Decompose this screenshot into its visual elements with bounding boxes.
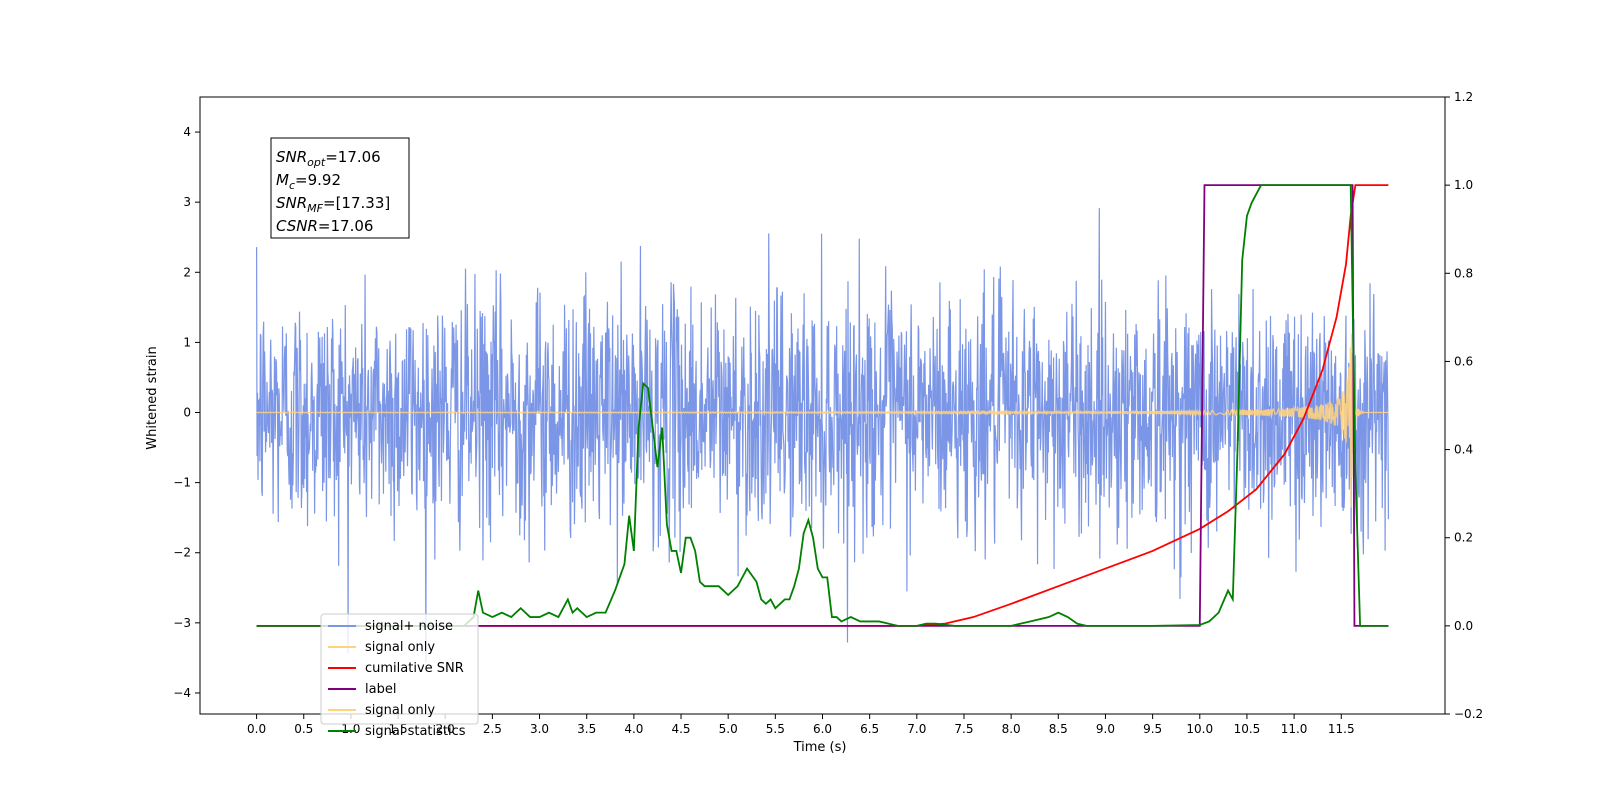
legend-label: signal+ noise <box>365 619 453 634</box>
x-tick-label: 11.0 <box>1281 722 1308 736</box>
legend-label: signal only <box>365 703 435 718</box>
x-tick-label: 3.5 <box>577 722 596 736</box>
y-tick-label: 3 <box>183 195 191 209</box>
x-tick-label: 1.5 <box>389 722 408 736</box>
x-tick-label: 7.5 <box>954 722 973 736</box>
x-tick-label: 9.5 <box>1143 722 1162 736</box>
x-tick-label: 5.5 <box>766 722 785 736</box>
x-tick-label: 0.5 <box>294 722 313 736</box>
x-axis-label: Time (s) <box>793 740 847 755</box>
axes: 0.0 0.5 1.0 1.5 2.0 2.5 3.0 3.5 4.0 4.5 5.0 5.5 6.0 6… <box>173 90 1483 736</box>
y2-tick-label: −0.2 <box>1454 707 1483 721</box>
y2-tick-label: 0.8 <box>1454 266 1473 280</box>
legend-label: cumilative SNR <box>365 661 464 676</box>
y-axis-label: Whitened strain <box>145 346 160 449</box>
series-signal-noise-line <box>255 208 1390 663</box>
y-tick-label: −4 <box>173 686 191 700</box>
legend: signal+ noise signal only cumilative SNR la… <box>320 613 479 739</box>
x-tick-label: 6.0 <box>813 722 832 736</box>
x-tick-label: 10.0 <box>1186 722 1213 736</box>
legend-label: signal only <box>365 640 435 655</box>
x-tick-label: 2.0 <box>436 722 455 736</box>
plot-area <box>255 184 1390 663</box>
x-tick-label: 7.0 <box>907 722 926 736</box>
x-tick-label: 10.5 <box>1234 722 1261 736</box>
annotation-line: SNRMF=[17.33] <box>276 194 390 215</box>
y-tick-label: 2 <box>183 265 191 279</box>
y-tick-label: 4 <box>183 125 191 139</box>
x-tick-label: 3.0 <box>530 722 549 736</box>
x-tick-label: 4.0 <box>624 722 643 736</box>
annotation-frame <box>270 137 410 239</box>
y2-tick-label: 1.0 <box>1454 178 1473 192</box>
legend-label: signal statistics <box>365 724 466 739</box>
y-tick-label: −3 <box>173 616 191 630</box>
x-tick-label: 0.0 <box>247 722 266 736</box>
legend-label: label <box>365 682 396 697</box>
x-tick-label: 5.0 <box>719 722 738 736</box>
y-tick-label: 0 <box>183 406 191 420</box>
y-tick-label: −2 <box>173 546 191 560</box>
y2-tick-label: 0.4 <box>1454 443 1473 457</box>
y-tick-label: 1 <box>183 335 191 349</box>
x-tick-label: 1.0 <box>341 722 360 736</box>
annotation-line: Mc=9.92 <box>276 171 341 192</box>
legend-frame <box>320 613 479 725</box>
series-cumulative-snr-line <box>256 184 1389 627</box>
x-tick-label: 2.5 <box>483 722 502 736</box>
y2-tick-label: 0.0 <box>1454 619 1473 633</box>
x-tick-label: 11.5 <box>1328 722 1355 736</box>
annotation-line: CSNR=17.06 <box>276 217 373 235</box>
x-tick-label: 9.0 <box>1096 722 1115 736</box>
y2-tick-label: 1.2 <box>1454 90 1473 104</box>
x-tick-label: 6.5 <box>860 722 879 736</box>
x-tick-label: 4.5 <box>671 722 690 736</box>
series-signal-only-line <box>256 333 1389 508</box>
x-tick-label: 8.5 <box>1049 722 1068 736</box>
y2-tick-label: 0.6 <box>1454 354 1473 368</box>
y-tick-label: −1 <box>173 476 191 490</box>
y2-tick-label: 0.2 <box>1454 531 1473 545</box>
annotation-line: SNRopt=17.06 <box>276 148 381 169</box>
x-tick-label: 8.0 <box>1002 722 1021 736</box>
series-signal-statistics-line <box>256 184 1389 627</box>
